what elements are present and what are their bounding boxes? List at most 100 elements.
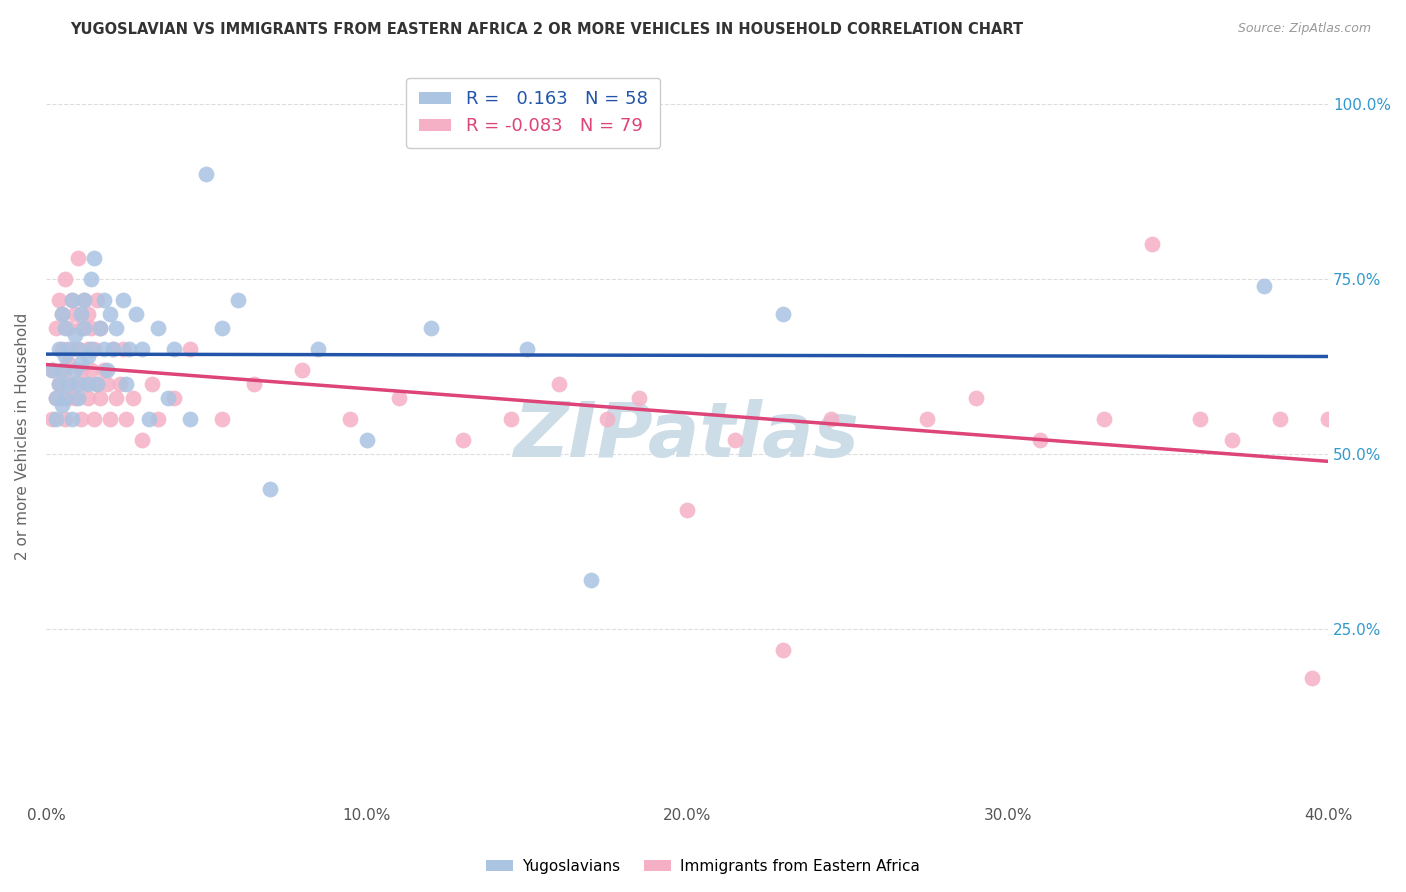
Point <box>141 376 163 391</box>
Point <box>387 391 409 405</box>
Point <box>63 327 86 342</box>
Point <box>66 376 89 391</box>
Y-axis label: 2 or more Vehicles in Household: 2 or more Vehicles in Household <box>15 312 30 559</box>
Point <box>83 342 105 356</box>
Point <box>51 362 73 376</box>
Point <box>63 362 86 376</box>
Point <box>86 376 108 391</box>
Point <box>45 391 67 405</box>
Point <box>76 342 98 356</box>
Point <box>66 391 89 405</box>
Point <box>724 433 747 447</box>
Point <box>53 320 76 334</box>
Point <box>419 320 441 334</box>
Point <box>111 293 134 307</box>
Point <box>41 362 63 376</box>
Point <box>60 342 83 356</box>
Point <box>76 376 98 391</box>
Point <box>86 376 108 391</box>
Point <box>41 411 63 425</box>
Point <box>356 433 378 447</box>
Point <box>53 391 76 405</box>
Point <box>131 433 153 447</box>
Text: ZIPatlas: ZIPatlas <box>515 399 860 473</box>
Point <box>163 342 186 356</box>
Point <box>1253 278 1275 293</box>
Point <box>48 342 70 356</box>
Point <box>1140 236 1163 251</box>
Point <box>76 391 98 405</box>
Point <box>451 433 474 447</box>
Point <box>48 293 70 307</box>
Point <box>211 411 233 425</box>
Point <box>58 376 80 391</box>
Legend: R =   0.163   N = 58, R = -0.083   N = 79: R = 0.163 N = 58, R = -0.083 N = 79 <box>406 78 661 148</box>
Point <box>66 342 89 356</box>
Point <box>676 502 699 516</box>
Point <box>579 573 602 587</box>
Point <box>70 411 93 425</box>
Point <box>98 411 121 425</box>
Point <box>60 293 83 307</box>
Point <box>80 271 103 285</box>
Point <box>58 391 80 405</box>
Point <box>156 391 179 405</box>
Point <box>48 376 70 391</box>
Point <box>89 391 111 405</box>
Point <box>51 342 73 356</box>
Point <box>1317 411 1340 425</box>
Point <box>1092 411 1115 425</box>
Point <box>83 251 105 265</box>
Point <box>547 376 569 391</box>
Point <box>63 307 86 321</box>
Point <box>83 411 105 425</box>
Point <box>89 320 111 334</box>
Point <box>51 307 73 321</box>
Point <box>60 293 83 307</box>
Point <box>93 362 115 376</box>
Text: Source: ZipAtlas.com: Source: ZipAtlas.com <box>1237 22 1371 36</box>
Point <box>76 349 98 363</box>
Point <box>111 342 134 356</box>
Point <box>60 376 83 391</box>
Point <box>105 391 128 405</box>
Point <box>1188 411 1211 425</box>
Point <box>80 320 103 334</box>
Point <box>96 362 118 376</box>
Point <box>226 293 249 307</box>
Point <box>1301 671 1323 685</box>
Point <box>70 362 93 376</box>
Point <box>51 307 73 321</box>
Point <box>138 411 160 425</box>
Point <box>73 293 96 307</box>
Point <box>51 398 73 412</box>
Point <box>45 411 67 425</box>
Point <box>103 342 125 356</box>
Point <box>45 391 67 405</box>
Point <box>73 320 96 334</box>
Point <box>66 251 89 265</box>
Point <box>98 307 121 321</box>
Point <box>259 482 281 496</box>
Point <box>48 376 70 391</box>
Point <box>291 362 314 376</box>
Point <box>146 320 169 334</box>
Point <box>1348 460 1371 475</box>
Point <box>163 391 186 405</box>
Point <box>70 307 93 321</box>
Point <box>45 320 67 334</box>
Point <box>51 391 73 405</box>
Point <box>86 293 108 307</box>
Point <box>1381 433 1403 447</box>
Point <box>53 271 76 285</box>
Point <box>103 342 125 356</box>
Point <box>73 376 96 391</box>
Point <box>179 411 201 425</box>
Point <box>131 342 153 356</box>
Point <box>965 391 987 405</box>
Point <box>125 307 148 321</box>
Point <box>53 362 76 376</box>
Point <box>118 342 141 356</box>
Point <box>772 642 794 657</box>
Point <box>307 342 329 356</box>
